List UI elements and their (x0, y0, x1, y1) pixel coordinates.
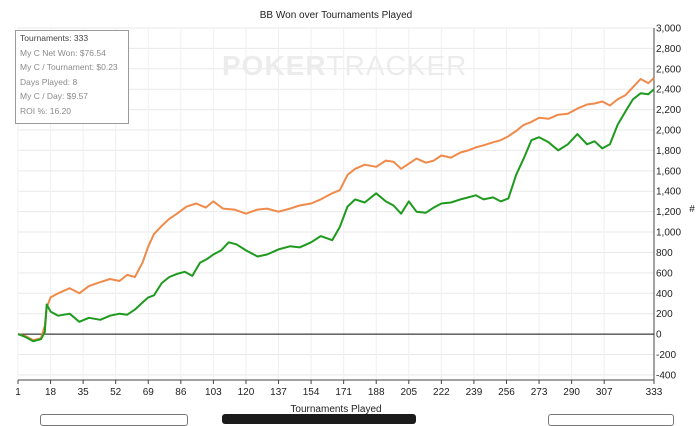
x-axis-label: Tournaments Played (290, 404, 381, 415)
y-tick-label: 1,200 (656, 207, 681, 218)
x-tick-label: 86 (175, 387, 187, 398)
stat-net-won: My C Net Won: $76.54 (20, 47, 106, 58)
y-tick-label: 1,600 (656, 166, 681, 177)
bottom-control-left[interactable] (40, 414, 188, 426)
series-lines (17, 77, 655, 343)
y-tick-label: 2,200 (656, 105, 681, 116)
stat-tournaments: Tournaments: 333 (20, 33, 89, 43)
y-tick-label: 1,000 (656, 228, 681, 239)
stats-box: Tournaments: 333 My C Net Won: $76.54 My… (15, 30, 129, 124)
series-line-2 (17, 88, 655, 343)
x-tick-label: 256 (498, 387, 515, 398)
y-tick-label: 1,800 (656, 146, 681, 157)
y-tick-label: -200 (656, 350, 676, 361)
grid-lines (17, 27, 655, 384)
x-tick-label: 273 (531, 387, 548, 398)
x-tick-label: 69 (143, 387, 155, 398)
x-tick-label: 103 (205, 387, 222, 398)
y-tick-label: 2,800 (656, 44, 681, 55)
chart-title: BB Won over Tournaments Played (260, 10, 413, 21)
x-tick-label: 222 (433, 387, 450, 398)
y-tick-label: -400 (656, 370, 676, 381)
x-tick-label: 35 (78, 387, 90, 398)
stat-per-day: My C / Day: $9.57 (20, 91, 89, 101)
x-tick-label: 137 (270, 387, 287, 398)
x-tick-label: 18 (45, 387, 57, 398)
x-tick-label: 307 (596, 387, 613, 398)
bottom-control-right[interactable] (548, 414, 674, 426)
stat-per-tournament: My C / Tournament: $0.23 (20, 62, 118, 72)
x-tick-label: 171 (335, 387, 352, 398)
y-tick-label: 1,400 (656, 187, 681, 198)
y-tick-label: 0 (656, 330, 662, 341)
series-line-1 (17, 77, 655, 342)
x-tick-label: 154 (303, 387, 320, 398)
x-tick-label: 52 (110, 387, 122, 398)
y-tick-label: 2,000 (656, 126, 681, 137)
y-tick-label: 800 (656, 248, 673, 259)
x-tick-label: 188 (368, 387, 385, 398)
stat-days-played: Days Played: 8 (20, 76, 78, 87)
x-tick-label: 290 (563, 387, 580, 398)
y-tick-label: 200 (656, 309, 673, 320)
stat-roi: ROI %: 16.20 (20, 105, 72, 116)
watermark-logo: POKERTRACKER (222, 50, 467, 82)
y-tick-label: 3,000 (656, 24, 681, 35)
x-tick-label: 205 (400, 387, 417, 398)
tick-labels: -400 -200 0 200 400 600 800 1,000 1,200 1,400 1,60… (15, 24, 681, 399)
y-axis-label: # (689, 204, 695, 215)
y-tick-label: 2,400 (656, 85, 681, 96)
watermark-part1: POKER (222, 50, 327, 81)
watermark-part2: TRACKER (326, 50, 468, 81)
y-tick-label: 600 (656, 268, 673, 279)
y-tick-label: 2,600 (656, 64, 681, 75)
x-tick-label: 120 (238, 387, 255, 398)
bottom-control-center[interactable] (222, 414, 416, 424)
x-tick-label: 239 (466, 387, 483, 398)
x-tick-label: 1 (15, 387, 21, 398)
y-tick-label: 400 (656, 289, 673, 300)
x-tick-label: 333 (646, 387, 663, 398)
